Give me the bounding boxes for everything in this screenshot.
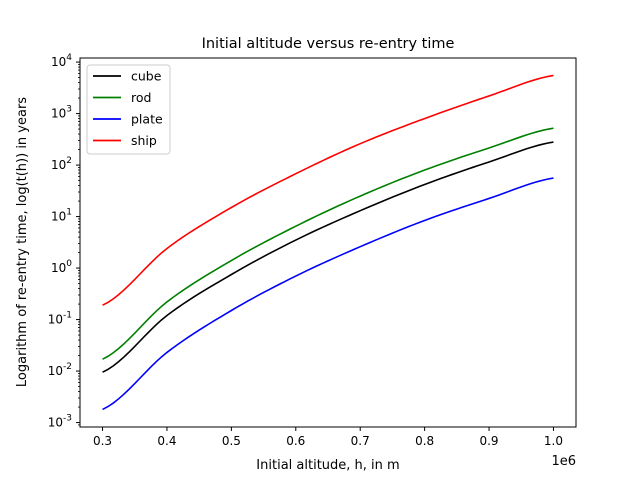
- y-tick-label: 100: [51, 259, 72, 275]
- x-axis-label: Initial altitude, h, in m: [256, 458, 399, 473]
- legend: cube rod plate ship: [86, 64, 171, 155]
- series-line-ship: [102, 74, 554, 306]
- y-tick-label: 101: [51, 208, 72, 224]
- plot-frame: [79, 57, 577, 428]
- legend-label-cube: cube: [131, 69, 162, 84]
- x-tick-label: 0.8: [415, 434, 434, 448]
- x-offset-label: 1e6: [551, 454, 576, 469]
- x-tick-label: 0.7: [351, 434, 370, 448]
- series-line-plate: [102, 177, 554, 411]
- y-tick-label: 10-3: [48, 414, 72, 430]
- series-layer: [102, 74, 554, 411]
- legend-label-plate: plate: [131, 112, 163, 127]
- x-tick-label: 0.4: [157, 434, 176, 448]
- y-tick-label: 10-1: [48, 311, 72, 327]
- chart-title: Initial altitude versus re-entry time: [202, 36, 455, 52]
- x-tick-label: 1.0: [544, 434, 563, 448]
- x-tick-label: 0.9: [479, 434, 498, 448]
- x-tick-label: 0.5: [222, 434, 241, 448]
- y-axis-label: Logarithm of re-entry time, log(t(h)) in…: [15, 97, 30, 387]
- x-tick-label: 0.6: [286, 434, 305, 448]
- x-axis: 0.3 0.4 0.5 0.6 0.7 0.8 0.9 1.0: [93, 427, 563, 448]
- y-tick-label: 102: [51, 156, 72, 172]
- y-axis: 10-3 10-2 10-1 100 101 102 103 104: [48, 53, 80, 430]
- legend-box: [86, 64, 171, 155]
- y-tick-label: 103: [51, 105, 72, 121]
- legend-label-rod: rod: [131, 90, 151, 105]
- y-tick-label: 10-2: [48, 362, 72, 378]
- y-tick-label: 104: [51, 53, 72, 69]
- legend-label-ship: ship: [131, 133, 157, 148]
- series-line-rod: [102, 127, 554, 360]
- x-tick-label: 0.3: [93, 434, 112, 448]
- series-line-cube: [102, 141, 554, 373]
